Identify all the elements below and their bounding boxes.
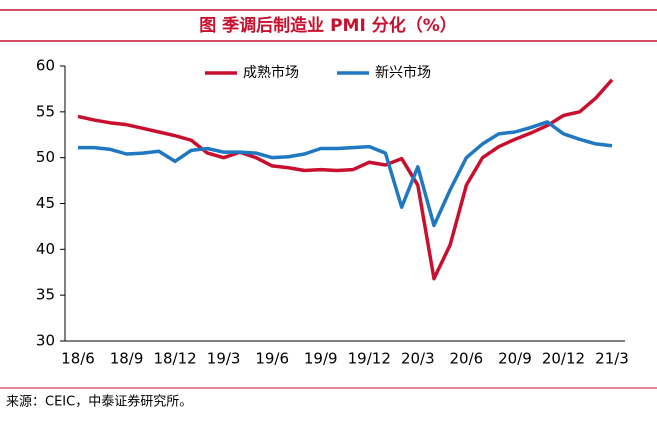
- x-tick-label: 19/3: [207, 350, 241, 368]
- legend-label: 成熟市场: [243, 64, 299, 81]
- x-tick-label: 19/12: [348, 350, 391, 368]
- y-tick-label: 60: [36, 57, 55, 75]
- y-tick-label: 55: [36, 102, 55, 120]
- chart-title: 图 季调后制造业 PMI 分化（%）: [199, 15, 457, 36]
- series-line: [78, 120, 613, 228]
- x-tick-label: 18/9: [110, 350, 144, 368]
- x-tick-label: 21/3: [595, 350, 629, 368]
- x-tick-label: 20/3: [401, 350, 435, 368]
- x-tick-label: 18/6: [61, 350, 95, 368]
- legend-label: 新兴市场: [375, 64, 431, 81]
- x-tick-label: 19/9: [304, 350, 338, 368]
- x-tick-label: 20/12: [542, 350, 585, 368]
- y-tick-label: 50: [36, 148, 55, 166]
- y-tick-label: 35: [36, 286, 55, 304]
- series-line: [77, 78, 614, 281]
- source: 来源：CEIC，中泰证券研究所。: [6, 394, 192, 410]
- x-tick-label: 19/6: [255, 350, 289, 368]
- x-tick-label: 20/9: [498, 350, 532, 368]
- x-tick-label: 18/12: [153, 350, 196, 368]
- y-tick-label: 30: [36, 332, 55, 350]
- y-tick-label: 45: [36, 194, 55, 212]
- x-tick-label: 20/6: [450, 350, 484, 368]
- y-tick-label: 40: [36, 240, 55, 258]
